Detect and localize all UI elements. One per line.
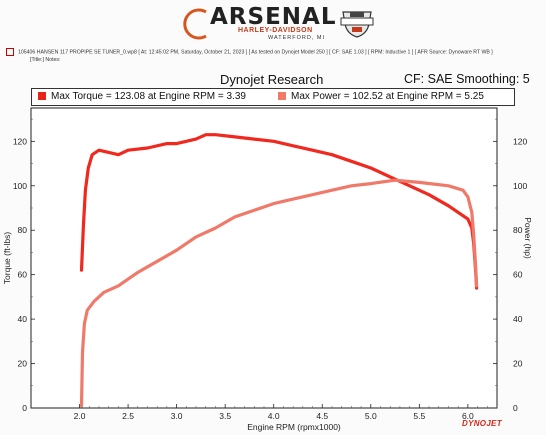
x-axis-title: Engine RPM (rpmx1000) [247,422,341,432]
power-swatch [278,92,286,100]
x-tick-label: 5.0 [365,411,377,421]
y-left-axis-title: Torque (ft-lbs) [2,232,12,285]
arsenal-logo: ARSENAL HARLEY-DAVIDSON WATERFORD, MI [176,4,380,42]
brand-name: ARSENAL [210,4,337,30]
y-right-axis-title: Power (hp) [523,217,533,259]
y-right-tick-label: 60 [513,270,523,280]
bar-and-shield-icon [340,11,374,38]
y-right-tick-label: 20 [513,359,523,369]
torque-swatch [38,92,46,100]
legend-torque-label: Max Torque = 123.08 at Engine RPM = 3.39 [51,91,246,102]
y-right-tick-label: 0 [513,403,518,413]
y-left-tick-label: 40 [18,314,28,324]
y-left-tick-label: 60 [18,270,28,280]
legend-power-label: Max Power = 102.52 at Engine RPM = 5.25 [291,91,484,102]
y-right-tick-label: 80 [513,225,523,235]
torque-curve [79,133,479,290]
x-tick-label: 2.5 [122,411,134,421]
legend-torque: Max Torque = 123.08 at Engine RPM = 3.39 [38,91,246,102]
run-file-text: 105406 HANSEN 117 PROPIPE SE TUNER_0.wp8… [18,49,493,56]
x-tick-label: 3.5 [219,411,231,421]
plot-frame [30,107,498,409]
y-right-tick-label: 100 [513,181,527,191]
x-tick-label: 2.0 [74,411,86,421]
notes-line: [Title:] Notes: [30,57,61,63]
logo-arc-icon [183,8,207,40]
y-right-tick-label: 40 [513,314,523,324]
dynojet-logo: DYNOJET [462,419,502,428]
y-left-tick-label: 20 [18,359,28,369]
x-tick-label: 4.0 [268,411,280,421]
brand-location: WATERFORD, MI [268,35,325,41]
legend: Max Torque = 123.08 at Engine RPM = 3.39… [31,88,515,106]
correction-factor: CF: SAE Smoothing: 5 [404,72,530,86]
y-left-tick-label: 120 [13,136,27,146]
legend-power: Max Power = 102.52 at Engine RPM = 5.25 [278,91,484,102]
brand-sub: HARLEY-DAVIDSON [238,27,313,34]
x-tick-label: 5.5 [413,411,425,421]
x-tick-label: 4.5 [316,411,328,421]
y-right-tick-label: 120 [513,136,527,146]
x-tick-label: 6.0 [462,411,474,421]
run-file-info: 105406 HANSEN 117 PROPIPE SE TUNER_0.wp8… [6,48,542,56]
y-left-tick-label: 100 [13,181,27,191]
y-left-tick-label: 0 [22,403,27,413]
run-checkbox[interactable] [6,48,14,56]
x-tick-label: 3.0 [171,411,183,421]
y-left-tick-label: 80 [18,225,28,235]
power-curve [79,178,479,408]
chart-subtitle: Dynojet Research [220,72,324,87]
